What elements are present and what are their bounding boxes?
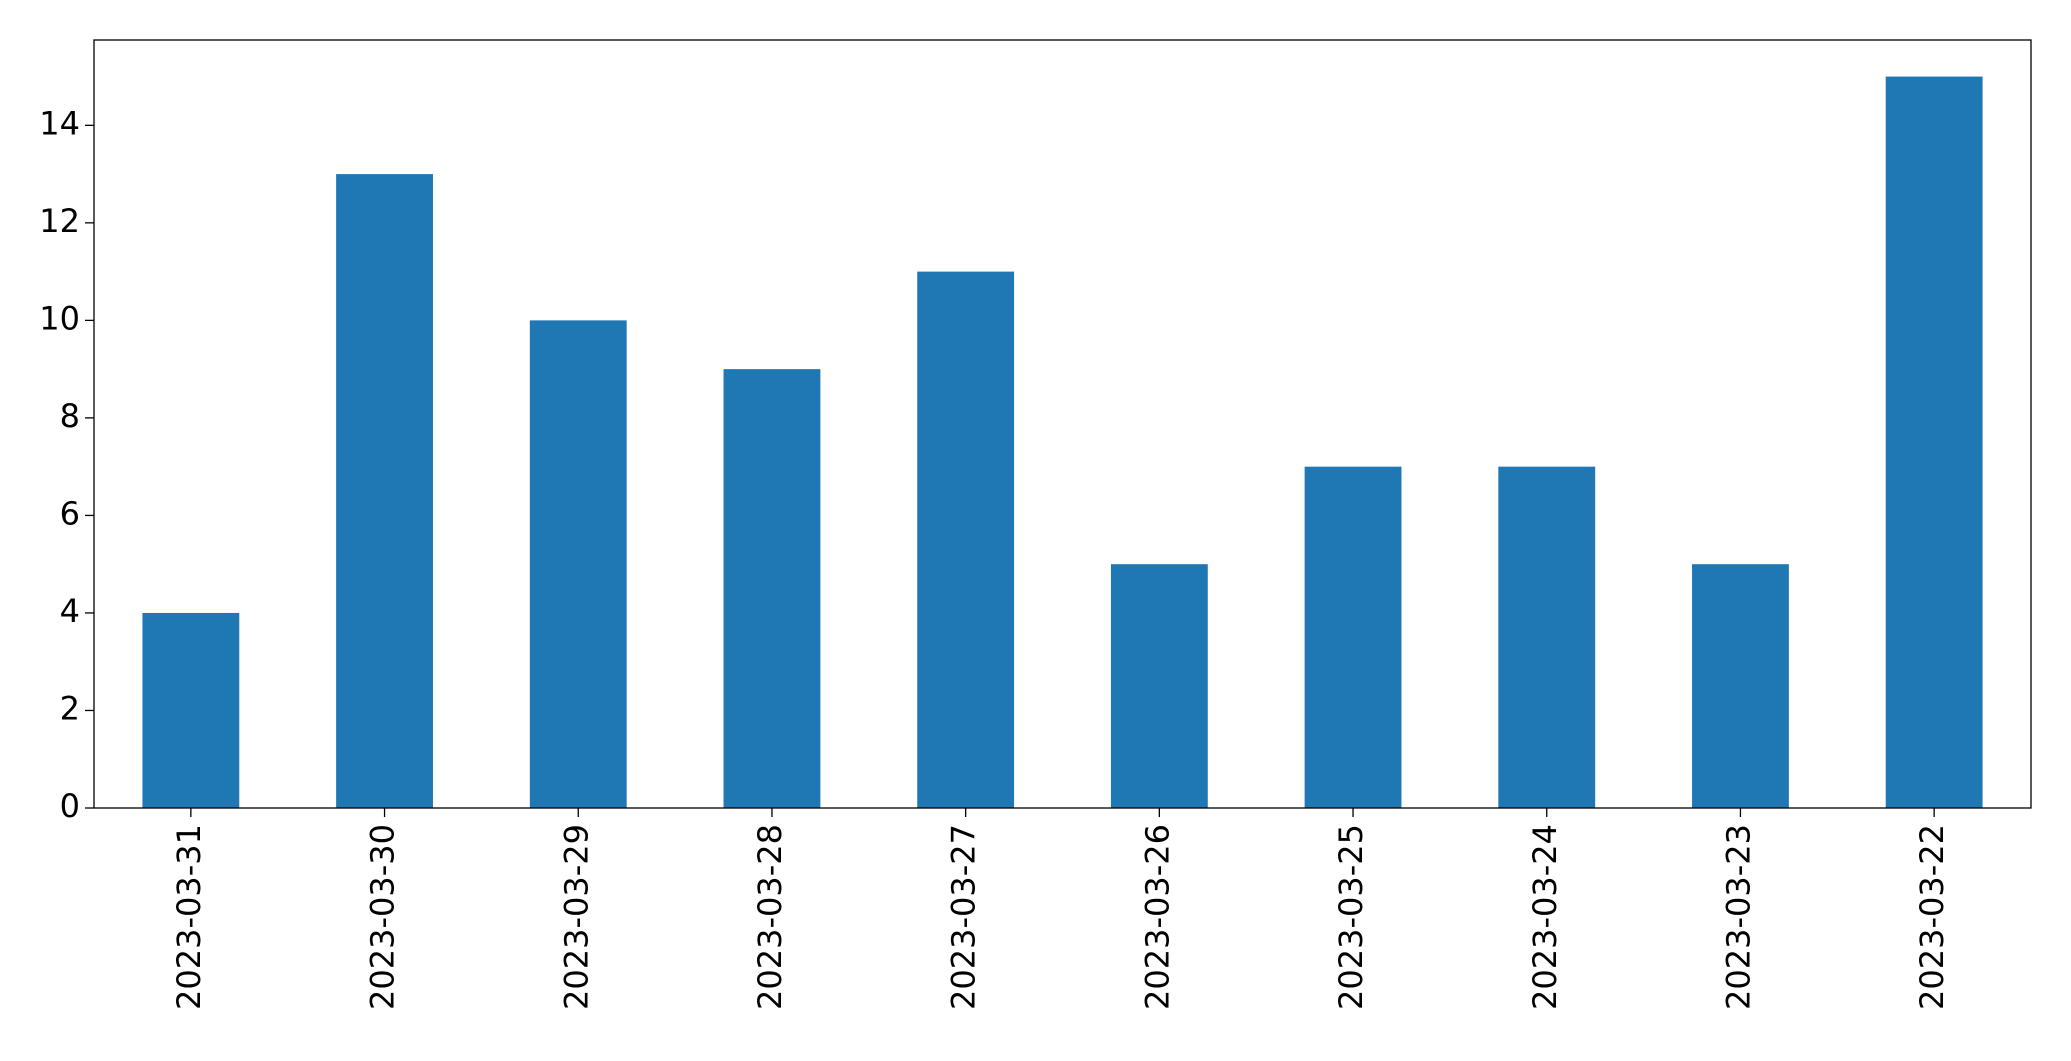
y-tick-label: 8	[60, 397, 80, 435]
x-tick-label: 2023-03-25	[1332, 824, 1370, 1010]
y-tick-label: 10	[39, 299, 80, 337]
x-tick-label: 2023-03-31	[170, 824, 208, 1010]
x-tick-label: 2023-03-29	[557, 824, 595, 1010]
y-tick-label: 12	[39, 202, 80, 240]
x-tick-label: 2023-03-28	[751, 824, 789, 1010]
y-tick-label: 6	[60, 494, 80, 532]
x-tick-label: 2023-03-22	[1913, 824, 1951, 1010]
x-tick-label: 2023-03-26	[1138, 824, 1176, 1010]
bar	[1110, 564, 1208, 808]
x-tick-label: 2023-03-30	[364, 824, 402, 1010]
y-tick-label: 0	[60, 787, 80, 825]
plot-frame	[93, 39, 2032, 809]
y-tick-label: 4	[60, 592, 80, 630]
y-tick-label: 2	[60, 689, 80, 727]
bar	[1885, 76, 1983, 809]
x-tick-label: 2023-03-23	[1719, 824, 1757, 1010]
x-tick-label: 2023-03-24	[1526, 824, 1564, 1010]
bar	[1692, 564, 1789, 808]
y-tick-label: 14	[39, 104, 80, 142]
bar	[917, 271, 1015, 809]
bar	[723, 369, 821, 808]
bar	[336, 174, 433, 809]
bar	[529, 320, 627, 808]
bar	[1498, 466, 1596, 808]
bar	[1304, 466, 1402, 808]
bar	[142, 612, 240, 808]
x-tick-label: 2023-03-27	[945, 824, 983, 1010]
